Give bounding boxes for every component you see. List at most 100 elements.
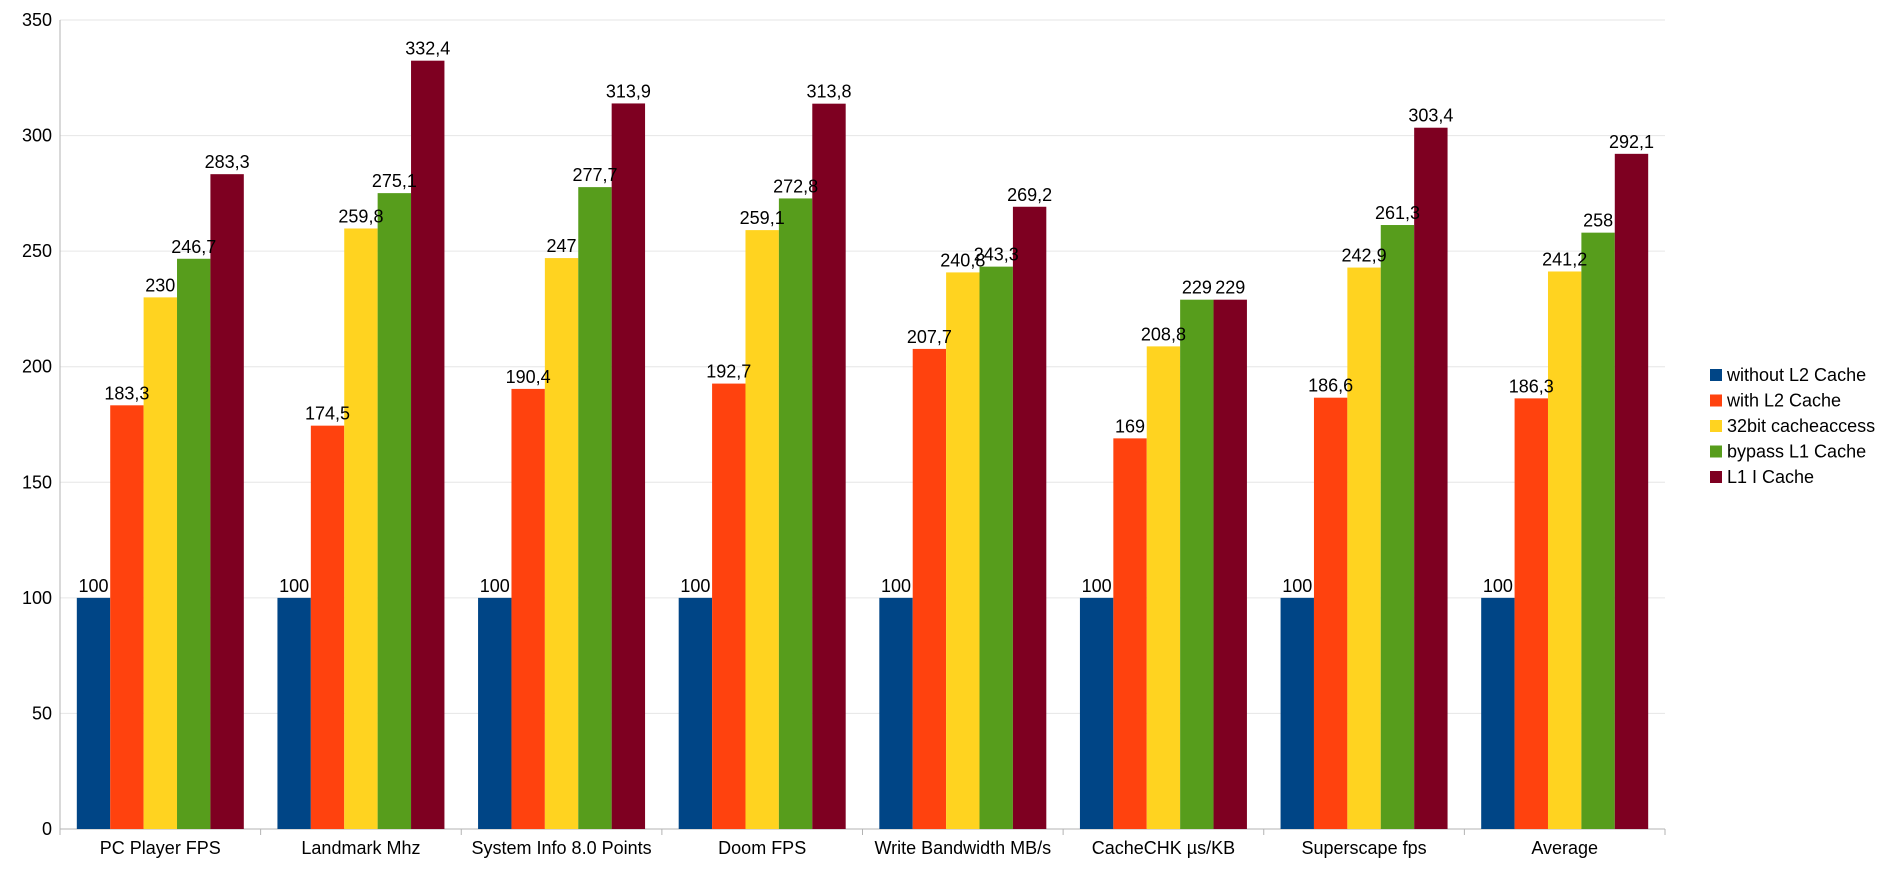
bar xyxy=(812,103,846,830)
bar xyxy=(478,597,512,829)
y-tick-label: 0 xyxy=(42,819,52,839)
category-label: Superscape fps xyxy=(1302,838,1427,858)
legend-swatch xyxy=(1710,471,1722,483)
data-label: 100 xyxy=(881,576,911,596)
bar xyxy=(177,258,211,829)
data-label: 229 xyxy=(1215,278,1245,298)
bar xyxy=(611,103,646,830)
data-label: 100 xyxy=(480,576,510,596)
data-label: 100 xyxy=(1282,576,1312,596)
legend-label: without L2 Cache xyxy=(1726,365,1866,385)
data-label: 100 xyxy=(680,576,710,596)
bar xyxy=(277,597,311,829)
bar xyxy=(143,297,178,829)
bar xyxy=(745,230,779,829)
bar xyxy=(678,597,713,829)
bar xyxy=(946,272,980,830)
y-tick-label: 350 xyxy=(22,10,52,30)
data-label: 241,2 xyxy=(1542,249,1587,269)
legend-swatch xyxy=(1710,369,1722,381)
data-label: 261,3 xyxy=(1375,203,1420,223)
bar xyxy=(778,198,813,830)
legend-swatch xyxy=(1710,420,1722,432)
data-label: 100 xyxy=(1483,576,1513,596)
data-label: 186,6 xyxy=(1308,376,1353,396)
data-label: 258 xyxy=(1583,211,1613,231)
bar xyxy=(210,174,244,829)
data-label: 259,1 xyxy=(740,208,785,228)
data-label: 183,3 xyxy=(104,383,149,403)
bar xyxy=(110,405,144,829)
bar xyxy=(1146,346,1181,829)
bar xyxy=(310,425,345,829)
bar xyxy=(411,60,445,829)
data-label: 100 xyxy=(1082,576,1112,596)
bar xyxy=(76,597,111,829)
bar xyxy=(377,193,412,830)
data-label: 283,3 xyxy=(205,152,250,172)
category-label: System Info 8.0 Points xyxy=(472,838,652,858)
bar xyxy=(1213,299,1247,829)
category-label: Average xyxy=(1531,838,1598,858)
bar xyxy=(1581,232,1615,829)
data-label: 313,9 xyxy=(606,81,651,101)
bar xyxy=(879,597,913,829)
y-tick-label: 250 xyxy=(22,241,52,261)
bar xyxy=(344,228,378,830)
data-label: 247 xyxy=(547,236,577,256)
bar xyxy=(1414,127,1448,829)
bar xyxy=(1380,225,1415,830)
bar xyxy=(1313,397,1348,829)
data-label: 275,1 xyxy=(372,171,417,191)
data-label: 207,7 xyxy=(907,327,952,347)
category-label: Doom FPS xyxy=(718,838,806,858)
data-label: 174,5 xyxy=(305,404,350,424)
data-label: 208,8 xyxy=(1141,324,1186,344)
data-label: 190,4 xyxy=(506,367,551,387)
y-tick-label: 300 xyxy=(22,126,52,146)
data-label: 230 xyxy=(145,275,175,295)
bar xyxy=(1113,438,1147,829)
y-tick-label: 50 xyxy=(32,703,52,723)
data-label: 259,8 xyxy=(338,206,383,226)
bar xyxy=(1280,597,1314,829)
bar xyxy=(1180,299,1214,829)
data-label: 246,7 xyxy=(171,237,216,257)
data-label: 169 xyxy=(1115,416,1145,436)
bar xyxy=(1012,206,1047,829)
bar xyxy=(712,383,746,829)
legend-swatch xyxy=(1710,445,1722,458)
bars xyxy=(76,60,1649,830)
category-label: CacheCHK µs/KB xyxy=(1092,838,1235,858)
data-labels: 100 183,3 230 246,7 283,3 100 174,5 259,8 275,1 3… xyxy=(78,39,1654,596)
y-tick-label: 200 xyxy=(22,357,52,377)
legend-swatch xyxy=(1710,394,1722,407)
bar xyxy=(1614,153,1649,829)
bar xyxy=(979,266,1013,830)
data-label: 186,3 xyxy=(1509,376,1554,396)
legend-label: with L2 Cache xyxy=(1726,391,1841,411)
data-label: 292,1 xyxy=(1609,132,1654,152)
data-label: 100 xyxy=(279,576,309,596)
bar xyxy=(1514,398,1548,829)
legend-label: L1 I Cache xyxy=(1727,467,1814,487)
y-tick-label: 100 xyxy=(22,588,52,608)
data-label: 192,7 xyxy=(706,362,751,382)
legend-label: bypass L1 Cache xyxy=(1727,442,1866,462)
y-tick-label: 150 xyxy=(22,472,52,492)
bar xyxy=(544,258,579,829)
category-label: Landmark Mhz xyxy=(301,838,420,858)
bar xyxy=(1347,267,1381,830)
bar xyxy=(1079,597,1114,829)
data-label: 242,9 xyxy=(1342,246,1387,266)
bar xyxy=(1547,271,1582,830)
data-label: 240,8 xyxy=(940,250,985,270)
bar xyxy=(578,187,612,830)
data-label: 272,8 xyxy=(773,176,818,196)
legend: without L2 Cache with L2 Cache 32bit cache… xyxy=(1710,365,1875,487)
data-label: 277,7 xyxy=(572,165,617,185)
data-label: 313,8 xyxy=(806,82,851,102)
category-label: Write Bandwidth MB/s xyxy=(874,838,1051,858)
